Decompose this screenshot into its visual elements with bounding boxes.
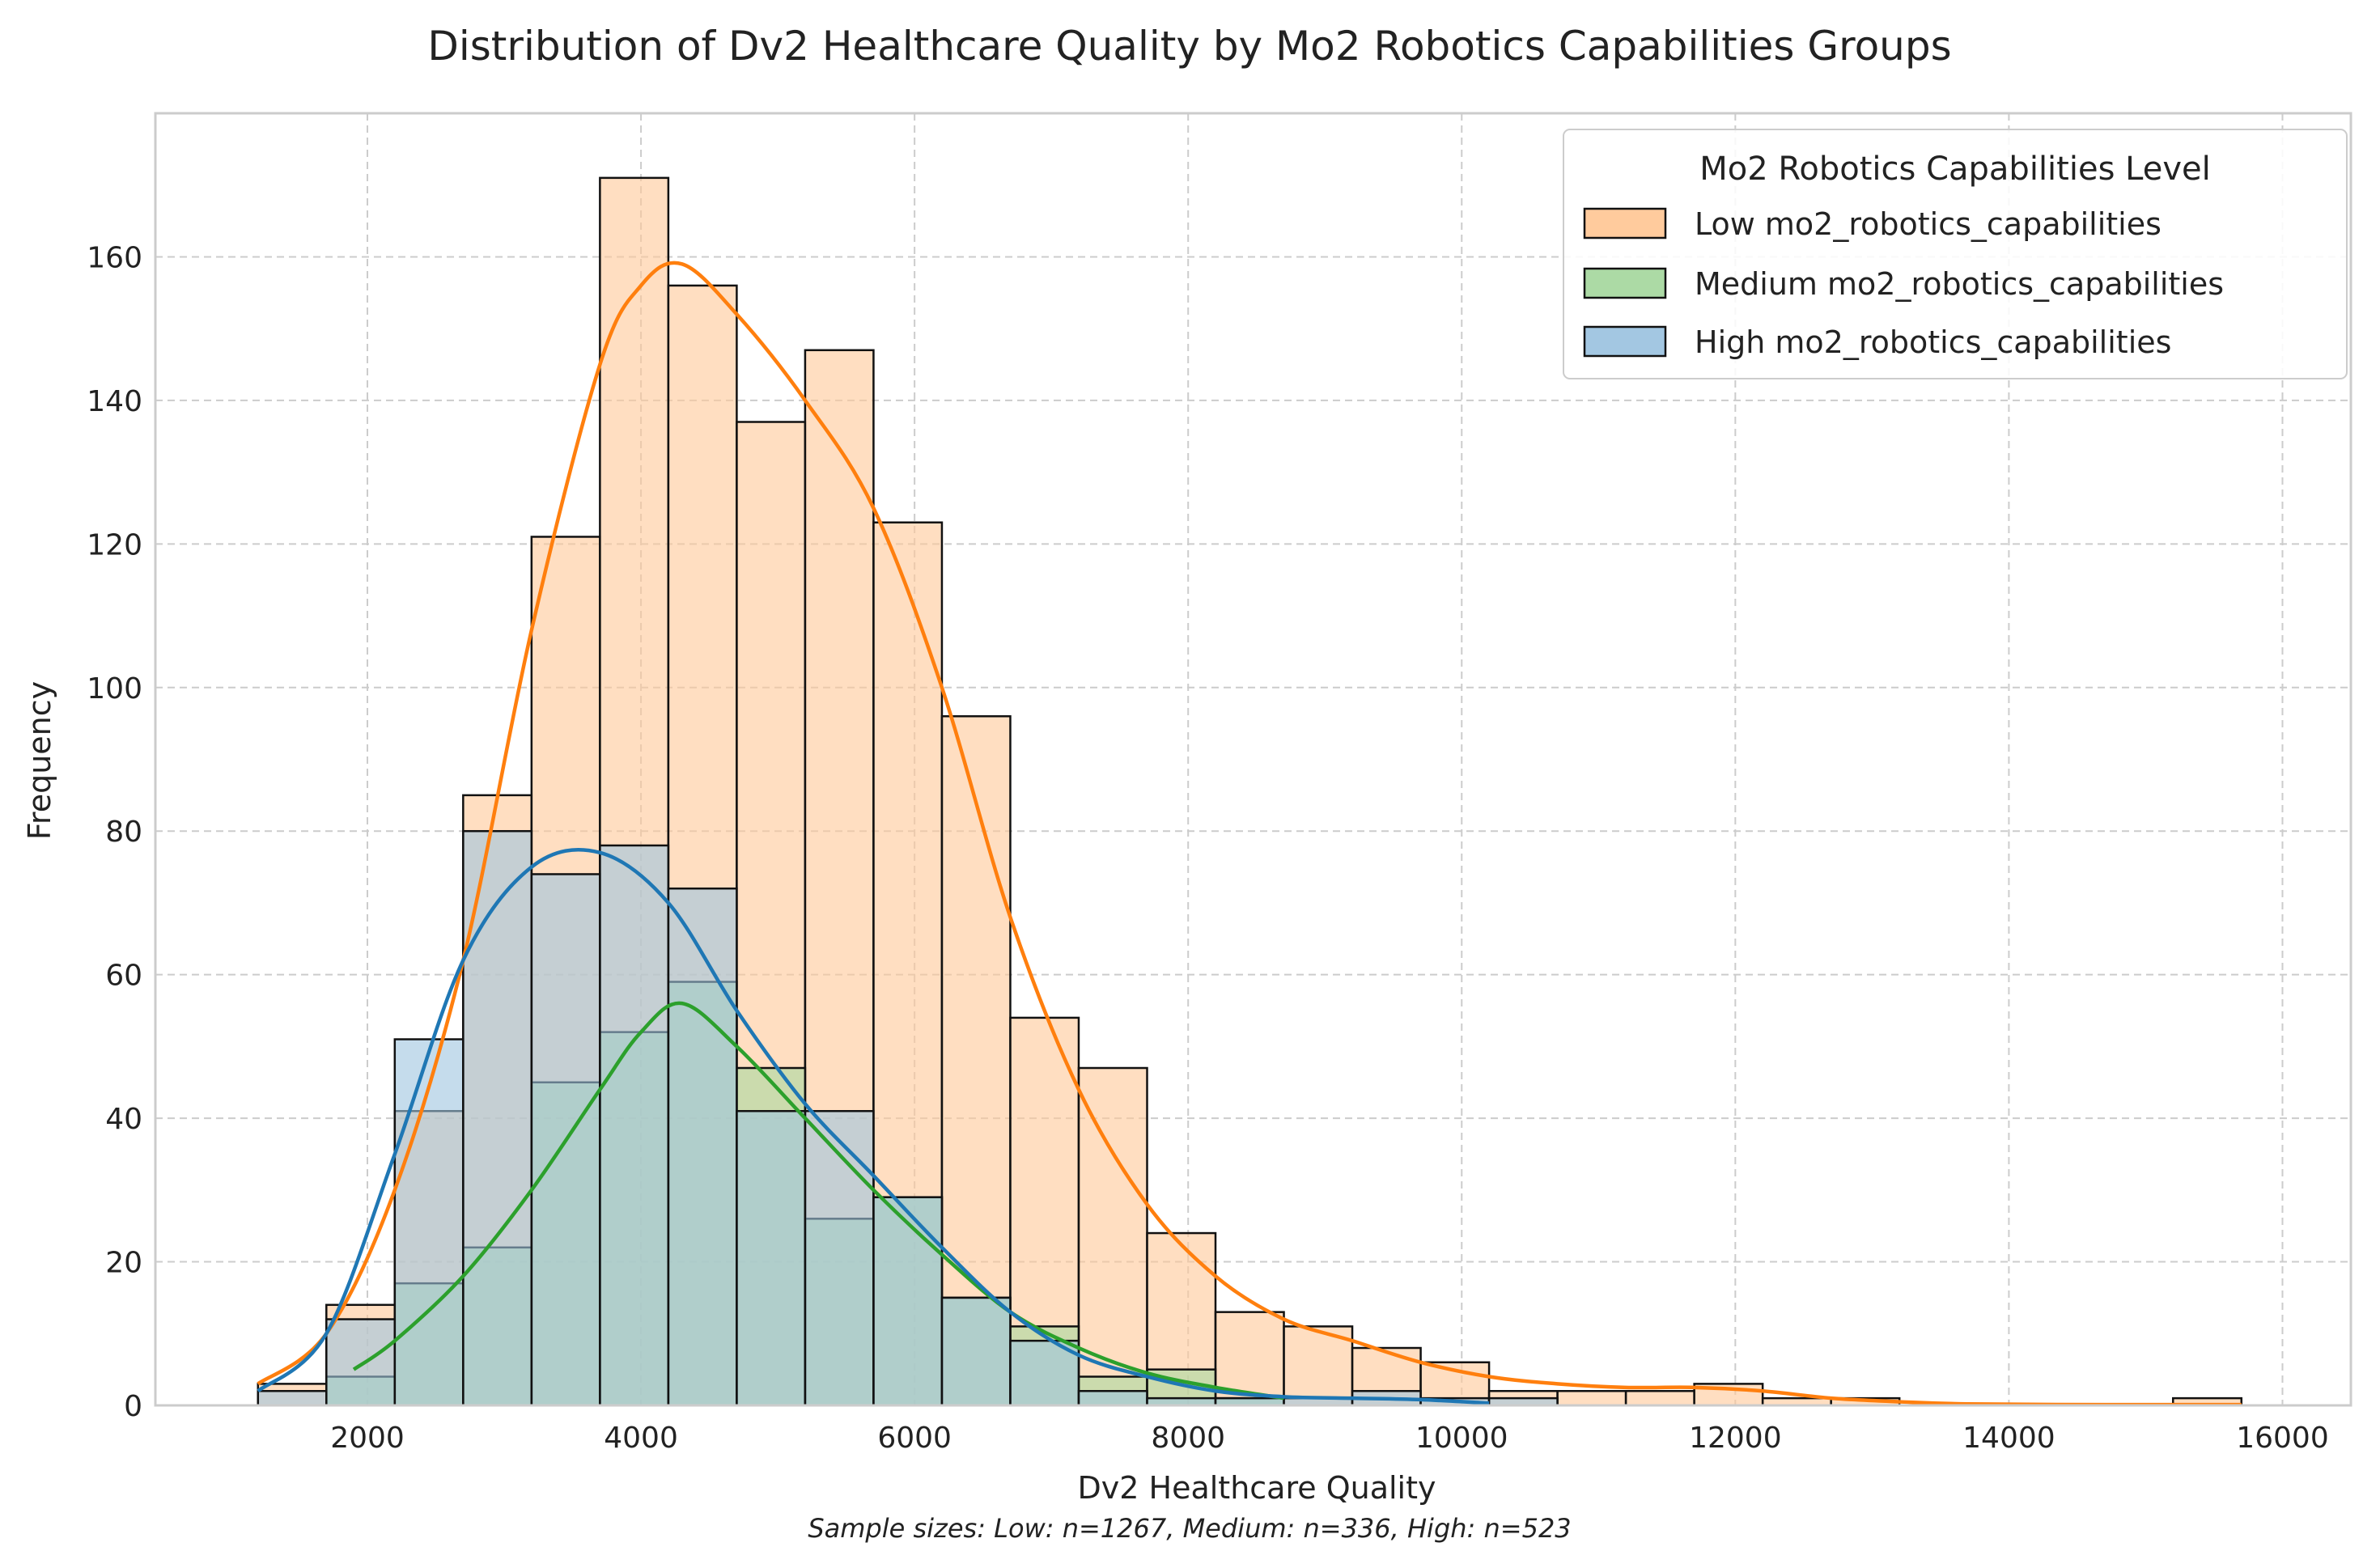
histogram-bar — [1556, 1390, 1627, 1407]
kde-curve-high — [257, 847, 1490, 1405]
histogram-bar — [940, 1296, 1012, 1407]
histogram-bar — [325, 1318, 397, 1407]
sample-size-note: Sample sizes: Low: n=1267, Medium: n=336… — [808, 1513, 1571, 1544]
y-tick-label: 140 — [87, 385, 142, 418]
x-tick-label: 4000 — [604, 1422, 678, 1455]
histogram-bar — [257, 1390, 328, 1407]
chart-title: Distribution of Dv2 Healthcare Quality b… — [427, 23, 1951, 70]
legend-item: Low mo2_robotics_capabilities — [1583, 206, 2162, 242]
plot-frame — [154, 112, 2352, 1407]
y-axis-label: Frequency — [22, 681, 57, 840]
x-tick-label: 12000 — [1689, 1422, 1782, 1455]
legend-label: Low mo2_robotics_capabilities — [1695, 206, 2162, 242]
legend-swatch — [1583, 207, 1667, 239]
histogram-bar — [1624, 1390, 1695, 1407]
x-axis-label: Dv2 Healthcare Quality — [1078, 1470, 1436, 1506]
histogram-bar — [667, 887, 738, 1407]
legend-box — [1563, 129, 2348, 379]
kde-curve-medium — [352, 1001, 1284, 1401]
y-tick-label: 80 — [105, 816, 142, 849]
legend-item: High mo2_robotics_capabilities — [1583, 324, 2171, 360]
histogram-bar — [599, 844, 670, 1407]
y-tick-label: 160 — [87, 241, 142, 274]
y-axis-ticks: 0 20 40 60 80 100 120 140 160 — [87, 241, 142, 1423]
kde-curves — [257, 261, 2242, 1407]
bar-series-high — [257, 829, 1559, 1407]
y-tick-label: 120 — [87, 528, 142, 562]
histogram-bar — [462, 829, 533, 1407]
legend-label: High mo2_robotics_capabilities — [1695, 324, 2171, 360]
x-tick-label: 8000 — [1151, 1422, 1225, 1455]
x-tick-label: 2000 — [330, 1422, 405, 1455]
legend-items: Low mo2_robotics_capabilities Medium mo2_… — [1583, 206, 2224, 360]
legend-item: Medium mo2_robotics_capabilities — [1583, 266, 2224, 302]
histogram-bar — [1077, 1066, 1148, 1407]
kde-curve-low — [257, 261, 2242, 1407]
histogram-bar — [872, 1196, 944, 1407]
y-tick-label: 60 — [105, 960, 142, 993]
histogram-bar — [1077, 1390, 1148, 1407]
histogram-bar — [940, 715, 1012, 1407]
histogram-bars — [257, 176, 2243, 1407]
x-tick-label: 14000 — [1962, 1422, 2055, 1455]
legend-title: Mo2 Robotics Capabilities Level — [1699, 150, 2210, 188]
legend: Mo2 Robotics Capabilities Level Low mo2_… — [1563, 129, 2348, 379]
x-tick-label: 10000 — [1415, 1422, 1508, 1455]
legend-label: Medium mo2_robotics_capabilities — [1695, 266, 2224, 302]
x-tick-label: 16000 — [2236, 1422, 2329, 1455]
legend-swatch — [1583, 325, 1667, 358]
y-tick-label: 20 — [105, 1247, 142, 1280]
y-tick-label: 100 — [87, 672, 142, 706]
legend-swatch — [1583, 267, 1667, 299]
histogram-bar — [1009, 1339, 1080, 1407]
histogram-bar — [804, 1109, 875, 1407]
histogram-bar — [1283, 1325, 1354, 1407]
histogram-bar — [393, 1038, 465, 1407]
y-tick-label: 0 — [124, 1390, 142, 1423]
x-tick-label: 6000 — [877, 1422, 952, 1455]
histogram-bar — [736, 1109, 807, 1407]
y-tick-label: 40 — [105, 1103, 142, 1136]
x-axis-ticks: 2000 4000 6000 8000 10000 12000 14000 16000 — [330, 1422, 2329, 1455]
